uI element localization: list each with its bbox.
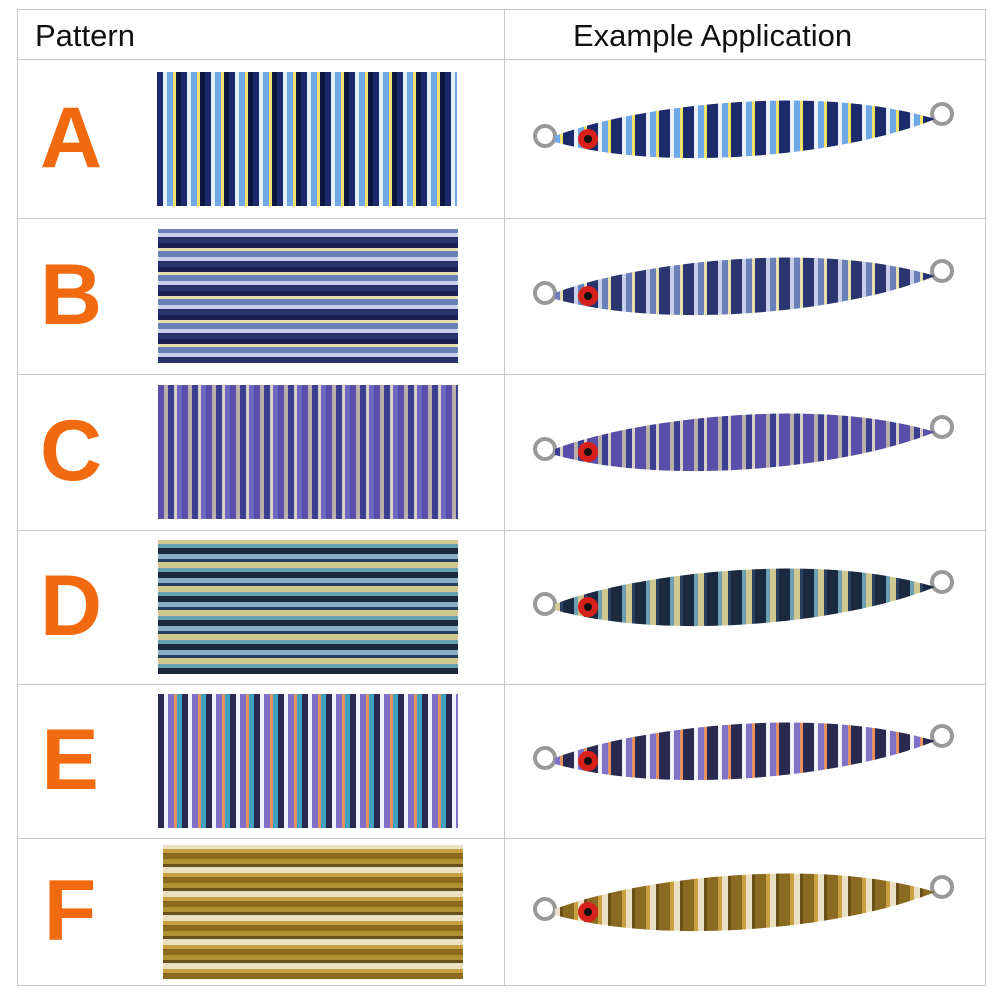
front-ring-icon <box>533 281 557 305</box>
front-ring-icon <box>533 437 557 461</box>
pattern-swatch <box>158 385 458 519</box>
lure-body <box>555 722 935 781</box>
example-header: Example Application <box>573 18 853 53</box>
row-divider <box>17 374 986 375</box>
pattern-letter: D <box>40 558 103 654</box>
pattern-letter: E <box>41 712 99 808</box>
pattern-swatch <box>158 540 458 674</box>
pattern-swatch <box>158 694 458 828</box>
lure-body <box>555 257 935 316</box>
row-divider <box>17 530 986 531</box>
pattern-letter: F <box>43 863 97 959</box>
lure-example <box>520 706 965 816</box>
row-divider <box>17 59 986 60</box>
lure-example <box>520 552 965 662</box>
pattern-letter: A <box>40 89 103 186</box>
pattern-swatch <box>163 845 463 979</box>
front-ring-icon <box>533 123 557 148</box>
lure-body <box>555 873 935 932</box>
rear-ring-icon <box>930 570 954 594</box>
pattern-letter: B <box>40 247 103 343</box>
rear-ring-icon <box>930 415 954 439</box>
pattern-header: Pattern <box>35 18 135 53</box>
lure-example <box>520 84 965 194</box>
lure-example <box>520 857 965 967</box>
pattern-swatch <box>158 229 458 363</box>
row-divider <box>17 218 986 219</box>
front-ring-icon <box>533 592 557 616</box>
comparison-table <box>17 9 986 986</box>
lure-body <box>555 100 935 158</box>
row-divider <box>17 684 986 685</box>
rear-ring-icon <box>930 101 954 126</box>
lure-example <box>520 241 965 351</box>
rear-ring-icon <box>930 875 954 899</box>
pattern-swatch <box>157 71 457 206</box>
rear-ring-icon <box>930 259 954 283</box>
front-ring-icon <box>533 746 557 770</box>
lure-example <box>520 397 965 507</box>
row-divider <box>17 838 986 839</box>
pattern-letter: C <box>40 403 103 499</box>
rear-ring-icon <box>930 724 954 748</box>
column-divider <box>504 9 505 986</box>
lure-body <box>555 413 935 472</box>
front-ring-icon <box>533 897 557 921</box>
lure-body <box>555 568 935 627</box>
